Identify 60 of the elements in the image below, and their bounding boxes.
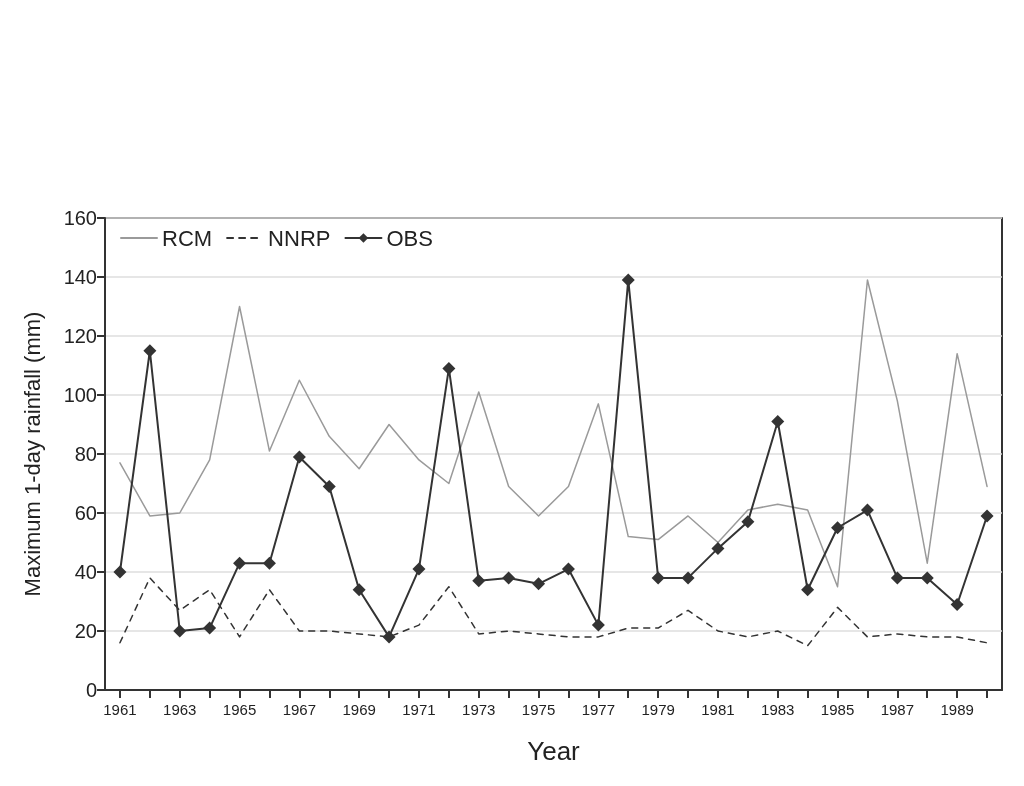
y-tick-label: 40 bbox=[74, 561, 97, 583]
x-tick-label: 1983 bbox=[761, 701, 795, 718]
x-tick-label: 1961 bbox=[103, 701, 137, 718]
point bbox=[651, 571, 665, 585]
point bbox=[980, 509, 994, 523]
point bbox=[322, 479, 336, 493]
point bbox=[532, 577, 546, 591]
point bbox=[502, 571, 516, 585]
point bbox=[352, 583, 366, 597]
line-series bbox=[119, 279, 988, 588]
x-tick-label: 1975 bbox=[521, 701, 556, 718]
point bbox=[292, 450, 306, 464]
y-tick-label: 120 bbox=[63, 325, 97, 347]
point bbox=[591, 618, 605, 632]
point bbox=[890, 571, 904, 585]
point bbox=[621, 273, 635, 287]
point bbox=[203, 621, 217, 635]
point bbox=[920, 571, 934, 585]
x-tick-label: 1967 bbox=[282, 701, 317, 718]
x-tick-label: 1987 bbox=[880, 701, 915, 718]
point bbox=[412, 562, 426, 576]
point bbox=[771, 415, 785, 429]
point bbox=[711, 541, 725, 555]
y-tick-label: 140 bbox=[63, 266, 97, 288]
point bbox=[233, 556, 247, 570]
point bbox=[741, 515, 755, 529]
x-tick-label: 1979 bbox=[641, 701, 675, 718]
point bbox=[860, 503, 874, 517]
y-axis-title: Maximum 1-day rainfall (mm) bbox=[19, 311, 45, 597]
point bbox=[262, 556, 276, 570]
legend-label: RCM bbox=[162, 225, 213, 251]
point bbox=[442, 361, 456, 375]
x-tick-label: 1969 bbox=[342, 701, 376, 718]
point bbox=[382, 630, 396, 644]
point bbox=[831, 521, 845, 535]
y-tick-label: 100 bbox=[63, 384, 97, 406]
point bbox=[801, 583, 815, 597]
x-tick-label: 1985 bbox=[820, 701, 855, 718]
x-tick-label: 1963 bbox=[163, 701, 197, 718]
point bbox=[113, 565, 127, 579]
point bbox=[173, 624, 187, 638]
x-tick-label: 1989 bbox=[940, 701, 974, 718]
y-tick-label: 0 bbox=[85, 679, 97, 701]
point bbox=[143, 344, 157, 358]
point bbox=[950, 597, 964, 611]
x-tick-label: 1981 bbox=[701, 701, 735, 718]
x-tick-label: 1965 bbox=[222, 701, 257, 718]
legend-label: OBS bbox=[386, 225, 433, 251]
point bbox=[561, 562, 575, 576]
point bbox=[681, 571, 695, 585]
x-tick-label: 1977 bbox=[581, 701, 616, 718]
y-tick-label: 80 bbox=[74, 443, 97, 465]
legend-label: NNRP bbox=[268, 225, 331, 251]
x-tick-label: 1973 bbox=[462, 701, 496, 718]
y-tick-label: 60 bbox=[74, 502, 97, 524]
x-tick-label: 1971 bbox=[402, 701, 436, 718]
point bbox=[472, 574, 486, 588]
y-tick-label: 160 bbox=[63, 207, 97, 229]
y-tick-label: 20 bbox=[74, 620, 97, 642]
x-axis-title: Year bbox=[527, 736, 581, 766]
